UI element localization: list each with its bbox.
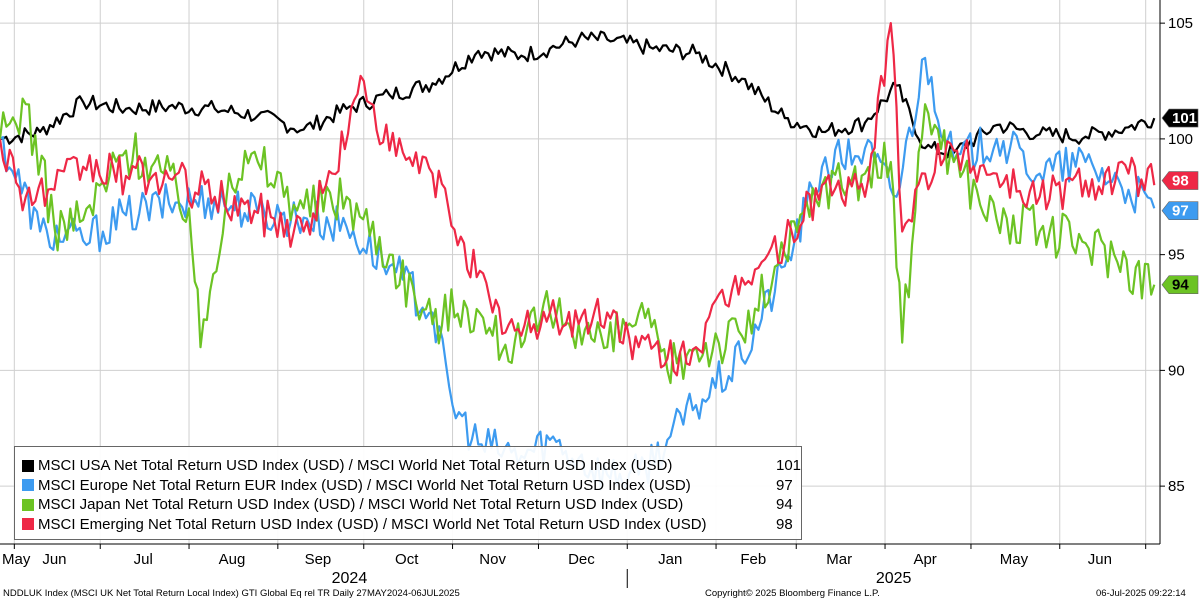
x-month-label: May (2, 551, 31, 568)
y-tick-label: 100 (1168, 131, 1193, 148)
y-tick-label: 85 (1168, 478, 1185, 495)
footer-timestamp: 06-Jul-2025 09:22:14 (1096, 588, 1186, 599)
x-year-label: 2024 (332, 570, 368, 587)
legend-entry: MSCI Europe Net Total Return EUR Index (… (22, 476, 801, 496)
x-month-label: Jun (42, 551, 66, 568)
legend: MSCI USA Net Total Return USD Index (USD… (14, 446, 802, 540)
x-month-label: Jun (1088, 551, 1112, 568)
x-month-label: May (1000, 551, 1029, 568)
legend-swatch (22, 498, 34, 511)
last-value-label: 101 (1172, 110, 1197, 127)
legend-entry: MSCI Japan Net Total Return USD Index (U… (22, 495, 801, 515)
y-tick-label: 95 (1168, 247, 1185, 264)
x-month-label: Nov (479, 551, 506, 568)
legend-last-value: 97 (776, 476, 793, 494)
footer-index-info: NDDLUK Index (MSCI UK Net Total Return L… (3, 588, 460, 599)
x-month-label: Jan (658, 551, 682, 568)
last-value-tags: 101 97 94 98 (1161, 108, 1199, 295)
legend-entry: MSCI Emerging Net Total Return USD Index… (22, 515, 801, 535)
legend-series-name: MSCI USA Net Total Return USD Index (USD… (38, 457, 673, 475)
x-month-label: Feb (740, 551, 766, 568)
last-value-tag (1161, 201, 1199, 220)
legend-series-name: MSCI Emerging Net Total Return USD Index… (38, 515, 707, 533)
legend-last-value: 94 (776, 496, 793, 514)
legend-entry: MSCI USA Net Total Return USD Index (USD… (22, 456, 801, 476)
last-value-label: 97 (1172, 203, 1189, 220)
last-value-tag (1161, 171, 1199, 190)
x-month-label: Oct (395, 551, 419, 568)
x-month-label: Jul (134, 551, 153, 568)
legend-swatch (22, 459, 34, 472)
x-month-label: Mar (826, 551, 852, 568)
footer-copyright: Copyright© 2025 Bloomberg Finance L.P. (705, 588, 880, 599)
legend-series-name: MSCI Japan Net Total Return USD Index (U… (38, 496, 684, 514)
last-value-tag (1161, 275, 1199, 295)
series-line-1 (0, 30, 1156, 159)
y-tick-label: 90 (1168, 362, 1185, 379)
legend-series-name: MSCI Europe Net Total Return EUR Index (… (38, 476, 691, 494)
legend-swatch (22, 518, 34, 531)
x-month-label: Aug (219, 551, 246, 568)
legend-last-value: 101 (776, 457, 802, 475)
y-tick-label: 105 (1168, 15, 1193, 32)
last-value-label: 94 (1172, 277, 1189, 294)
series-line-3 (0, 97, 1156, 385)
series-line-4 (0, 22, 1156, 377)
x-month-label: Apr (913, 551, 936, 568)
legend-last-value: 98 (776, 515, 793, 533)
axes: 85 90 95 100 105 May Jun Jul Aug Sep Oct Nov Dec Jan F… (0, 0, 1193, 588)
x-month-label: Sep (305, 551, 332, 568)
last-value-label: 98 (1172, 173, 1189, 190)
legend-swatch (22, 479, 34, 492)
last-value-tag (1161, 108, 1199, 128)
x-year-label: 2025 (876, 570, 912, 587)
x-month-label: Dec (568, 551, 595, 568)
